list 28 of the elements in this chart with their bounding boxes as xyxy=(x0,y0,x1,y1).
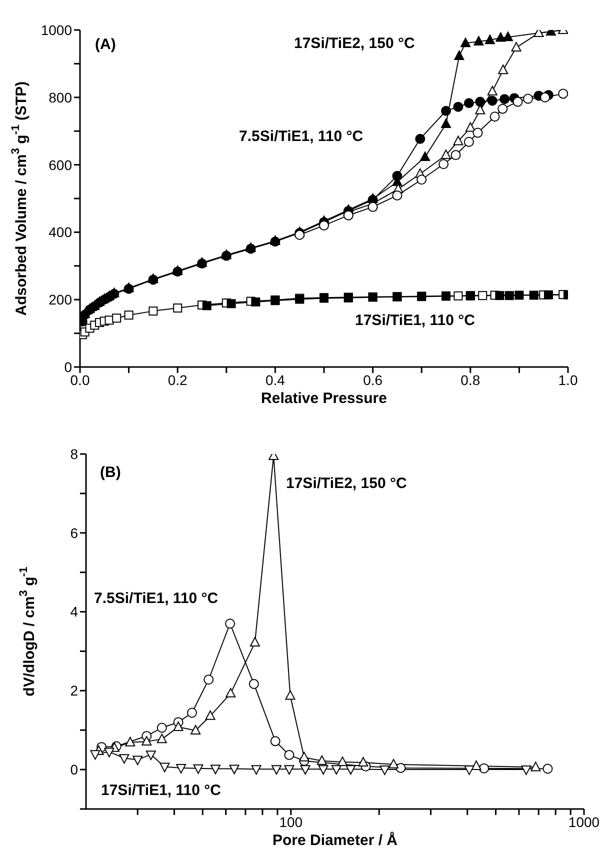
y-tick-label: 0 xyxy=(64,358,72,375)
x-tick-label: 0.6 xyxy=(363,372,383,388)
x-axis-title: Relative Pressure xyxy=(261,390,387,407)
y-tick-label: 400 xyxy=(48,224,72,240)
annotation: 17Si/TiE2, 150 °C xyxy=(294,34,415,52)
x-tick-label: 0.0 xyxy=(70,372,90,388)
y-tick-label: 800 xyxy=(48,89,72,106)
y-tick-label: 6 xyxy=(70,524,78,541)
x-tick-label: 0.2 xyxy=(168,372,188,388)
y-tick-label: 200 xyxy=(48,292,72,308)
y-tick-label: 8 xyxy=(70,446,78,462)
annotation: 17Si/TiE1, 110 °C xyxy=(101,782,222,799)
y-tick-label: 1000 xyxy=(40,22,72,38)
x-tick-label: 1.0 xyxy=(558,372,578,388)
y-tick-label: 0 xyxy=(70,762,78,778)
x-tick-label: 0.8 xyxy=(460,372,480,388)
annotation: (A) xyxy=(95,36,116,53)
annotation: (B) xyxy=(100,464,121,481)
y-tick-label: 2 xyxy=(70,682,78,699)
y-tick-label: 600 xyxy=(48,156,72,173)
annotation: 17Si/TiE1, 110 °C xyxy=(355,312,476,329)
annotation: 7.5Si/TiE1, 110 °C xyxy=(239,128,364,145)
x-axis-title: Pore Diameter / Å xyxy=(272,831,398,849)
x-tick-label: 100 xyxy=(279,814,303,830)
x-tick-label: 0.4 xyxy=(265,372,286,388)
annotation: 7.5Si/TiE1, 110 °C xyxy=(94,590,218,607)
y-tick-label: 4 xyxy=(70,604,78,620)
annotation: 17Si/TiE2, 150 °C xyxy=(286,474,407,492)
